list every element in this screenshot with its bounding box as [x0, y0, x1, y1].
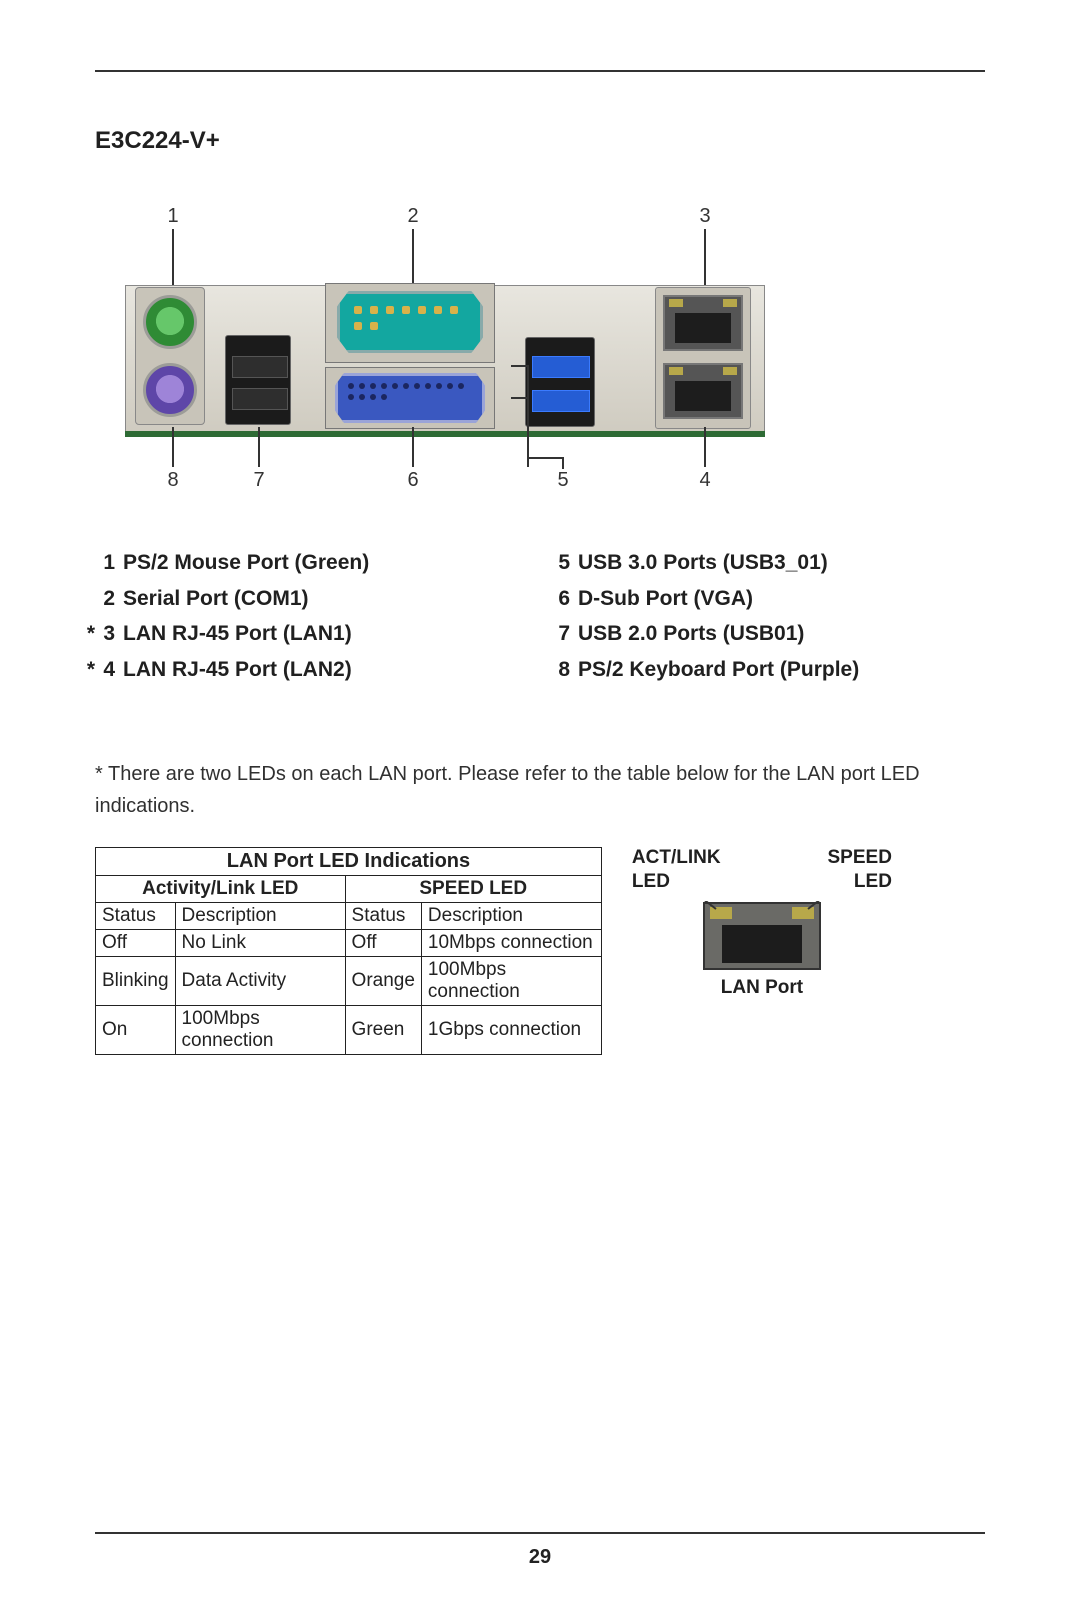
- pcb-strip: [125, 431, 765, 437]
- lead-line: [412, 229, 414, 287]
- serial-port-icon: [337, 291, 483, 353]
- table-row: Off No Link Off 10Mbps connection: [96, 929, 602, 956]
- port-item: 1PS/2 Mouse Port (Green): [75, 545, 530, 581]
- lead-line: [704, 427, 706, 467]
- callout-2: 2: [401, 205, 425, 228]
- port-item: 5USB 3.0 Ports (USB3_01): [530, 545, 985, 581]
- port-item: 7USB 2.0 Ports (USB01): [530, 616, 985, 652]
- table-col-header: Description: [175, 902, 345, 929]
- callout-1: 1: [161, 205, 185, 228]
- lead-line: [527, 365, 529, 467]
- lead-line: [511, 397, 529, 399]
- callout-7: 7: [247, 469, 271, 492]
- ps2-keyboard-port-icon: [143, 363, 197, 417]
- actlink-label: ACT/LINK: [632, 847, 721, 869]
- lan1-port-icon: [663, 295, 743, 351]
- lan-footnote: * There are two LEDs on each LAN port. P…: [95, 758, 985, 822]
- lan-port-icon: [702, 901, 822, 971]
- table-col-header: Status: [96, 902, 176, 929]
- speed-label: SPEED: [828, 847, 892, 869]
- page-number: 29: [0, 1546, 1080, 1569]
- lan2-port-icon: [663, 363, 743, 419]
- table-group-header: Activity/Link LED: [96, 875, 346, 902]
- port-list-right: 5USB 3.0 Ports (USB3_01) 6D-Sub Port (VG…: [530, 545, 985, 688]
- callout-8: 8: [161, 469, 185, 492]
- table-row: On 100Mbps connection Green 1Gbps connec…: [96, 1005, 602, 1054]
- usb2-ports-icon: [225, 335, 291, 425]
- callout-5: 5: [551, 469, 575, 492]
- port-list-left: 1PS/2 Mouse Port (Green) 2Serial Port (C…: [75, 545, 530, 688]
- lead-line: [412, 427, 414, 467]
- vga-port-icon: [335, 373, 485, 423]
- callout-3: 3: [693, 205, 717, 228]
- lead-line: [258, 427, 260, 467]
- port-list: 1PS/2 Mouse Port (Green) 2Serial Port (C…: [75, 545, 985, 688]
- led-label: LED: [854, 871, 892, 893]
- ps2-mouse-port-icon: [143, 295, 197, 349]
- io-panel-diagram: 1 2 3 8 7 6 5: [125, 205, 765, 505]
- table-col-header: Status: [345, 902, 421, 929]
- port-item: *3LAN RJ-45 Port (LAN1): [75, 616, 530, 652]
- lan-port-caption: LAN Port: [632, 977, 892, 999]
- table-col-header: Description: [421, 902, 601, 929]
- led-label: LED: [632, 871, 670, 893]
- table-title: LAN Port LED Indications: [96, 847, 602, 875]
- lan-led-table: LAN Port LED Indications Activity/Link L…: [95, 847, 602, 1055]
- port-item: *4LAN RJ-45 Port (LAN2): [75, 652, 530, 688]
- callout-4: 4: [693, 469, 717, 492]
- page-title: E3C224-V+: [95, 127, 985, 155]
- port-item: 6D-Sub Port (VGA): [530, 581, 985, 617]
- port-item: 2Serial Port (COM1): [75, 581, 530, 617]
- port-item: 8PS/2 Keyboard Port (Purple): [530, 652, 985, 688]
- bottom-rule: [95, 1532, 985, 1534]
- table-group-header: SPEED LED: [345, 875, 601, 902]
- lead-line: [172, 229, 174, 289]
- lead-line: [172, 427, 174, 467]
- top-rule: [95, 70, 985, 72]
- table-row: Blinking Data Activity Orange 100Mbps co…: [96, 956, 602, 1005]
- lead-line: [527, 457, 563, 459]
- lead-line: [511, 365, 529, 367]
- usb3-ports-icon: [525, 337, 595, 427]
- lan-port-illustration: ACT/LINK SPEED LED LED LAN Port: [632, 847, 892, 999]
- callout-6: 6: [401, 469, 425, 492]
- lead-line: [704, 229, 706, 291]
